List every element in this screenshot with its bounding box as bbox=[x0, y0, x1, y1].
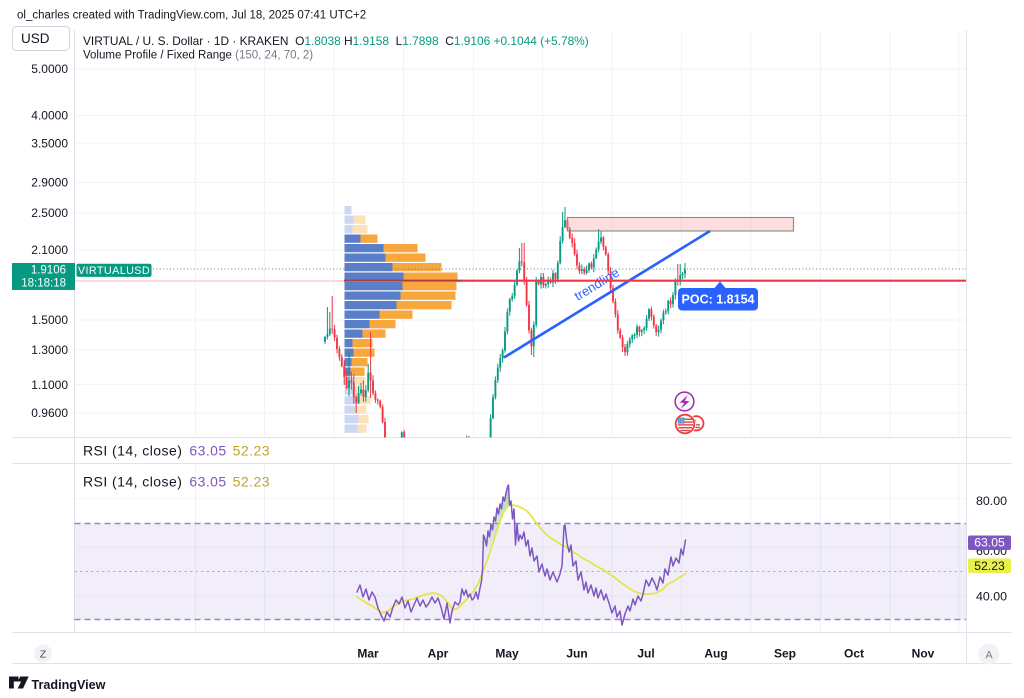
svg-text:TradingView: TradingView bbox=[32, 678, 106, 692]
svg-text:1.5000: 1.5000 bbox=[31, 313, 68, 327]
svg-text:4.0000: 4.0000 bbox=[31, 109, 68, 123]
svg-text:ol_charles created with Tradin: ol_charles created with TradingView.com,… bbox=[17, 10, 366, 22]
svg-text:5.0000: 5.0000 bbox=[31, 62, 68, 76]
svg-text:Mar: Mar bbox=[357, 647, 379, 661]
svg-text:3.5000: 3.5000 bbox=[31, 137, 68, 151]
svg-text:52.23: 52.23 bbox=[974, 559, 1005, 573]
svg-text:Jul: Jul bbox=[637, 647, 654, 661]
svg-text:VIRTUAL / U. S. Dollar · 1D ·: VIRTUAL / U. S. Dollar · 1D · KRAKEN O1.… bbox=[83, 34, 589, 48]
svg-text:USD: USD bbox=[21, 31, 50, 46]
svg-text:May: May bbox=[495, 647, 519, 661]
svg-text:POC: 1.8154: POC: 1.8154 bbox=[682, 293, 755, 307]
svg-text:0.9600: 0.9600 bbox=[31, 406, 68, 420]
svg-text:1.3000: 1.3000 bbox=[31, 343, 68, 357]
svg-text:18:18:18: 18:18:18 bbox=[21, 278, 66, 290]
svg-text:63.05: 63.05 bbox=[974, 536, 1005, 550]
svg-text:Oct: Oct bbox=[844, 647, 864, 661]
svg-text:Nov: Nov bbox=[912, 647, 935, 661]
svg-text:2.1000: 2.1000 bbox=[31, 243, 68, 257]
svg-text:A: A bbox=[985, 650, 993, 662]
svg-text:Apr: Apr bbox=[428, 647, 449, 661]
svg-text:Jun: Jun bbox=[566, 647, 587, 661]
svg-text:Volume Profile / Fixed Range (: Volume Profile / Fixed Range (150, 24, 7… bbox=[83, 50, 313, 62]
svg-text:Sep: Sep bbox=[774, 647, 796, 661]
svg-text:40.00: 40.00 bbox=[976, 590, 1007, 604]
svg-text:2.5000: 2.5000 bbox=[31, 206, 68, 220]
svg-text:80.00: 80.00 bbox=[976, 494, 1007, 508]
svg-text:VIRTUALUSD: VIRTUALUSD bbox=[78, 265, 150, 277]
svg-text:Z: Z bbox=[40, 649, 47, 661]
svg-text:2.9000: 2.9000 bbox=[31, 176, 68, 190]
svg-text:Aug: Aug bbox=[704, 647, 727, 661]
svg-text:1.1000: 1.1000 bbox=[31, 378, 68, 392]
svg-text:1.9106: 1.9106 bbox=[31, 265, 66, 277]
